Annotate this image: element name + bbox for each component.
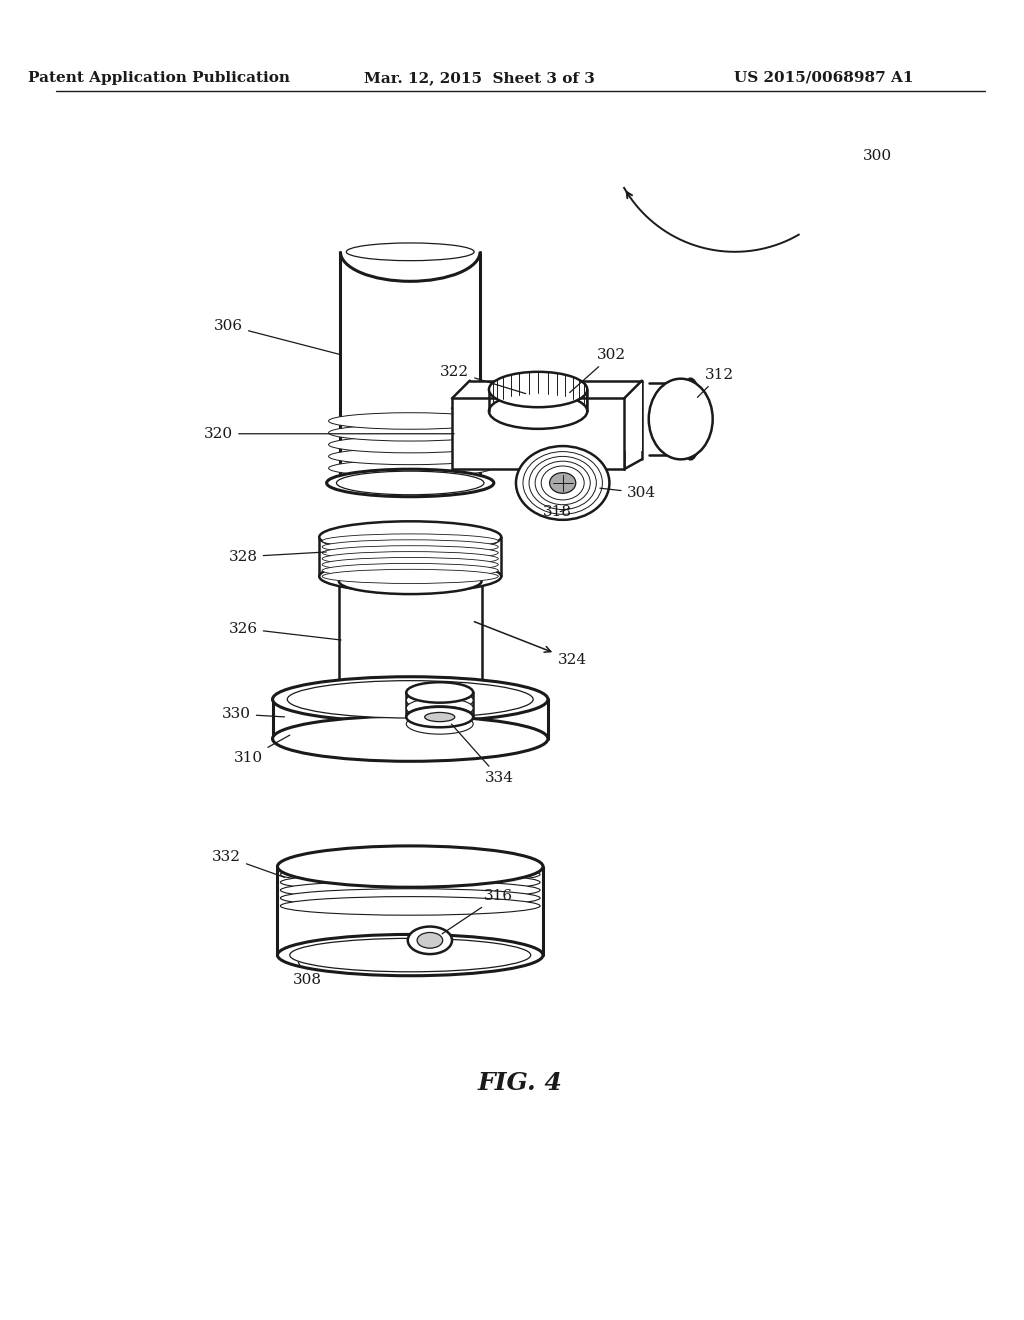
Ellipse shape — [408, 927, 452, 954]
Ellipse shape — [542, 466, 584, 500]
Ellipse shape — [523, 451, 602, 515]
Ellipse shape — [516, 446, 609, 520]
Text: Patent Application Publication: Patent Application Publication — [29, 71, 291, 84]
Ellipse shape — [649, 379, 713, 459]
Ellipse shape — [327, 469, 494, 496]
Text: 302: 302 — [569, 348, 627, 392]
Text: 312: 312 — [697, 368, 734, 397]
Ellipse shape — [281, 880, 540, 899]
Text: 306: 306 — [214, 318, 340, 354]
Ellipse shape — [323, 540, 499, 554]
Ellipse shape — [529, 457, 596, 510]
Ellipse shape — [323, 569, 499, 583]
Ellipse shape — [536, 461, 590, 504]
Ellipse shape — [407, 706, 473, 727]
Text: 326: 326 — [228, 622, 341, 640]
Ellipse shape — [329, 459, 492, 477]
Ellipse shape — [278, 846, 543, 887]
Text: 320: 320 — [204, 426, 455, 441]
Ellipse shape — [281, 888, 540, 907]
Text: 334: 334 — [452, 725, 514, 785]
Text: FIG. 4: FIG. 4 — [478, 1071, 563, 1096]
Text: 308: 308 — [293, 962, 322, 986]
Ellipse shape — [329, 425, 492, 441]
Ellipse shape — [339, 686, 481, 711]
Bar — [452, 399, 625, 469]
Ellipse shape — [339, 569, 481, 594]
Text: US 2015/0068987 A1: US 2015/0068987 A1 — [733, 71, 913, 84]
Ellipse shape — [323, 545, 499, 560]
Text: Mar. 12, 2015  Sheet 3 of 3: Mar. 12, 2015 Sheet 3 of 3 — [364, 71, 595, 84]
Text: 328: 328 — [228, 549, 327, 564]
Ellipse shape — [417, 932, 442, 948]
Text: 322: 322 — [440, 364, 525, 393]
Ellipse shape — [346, 243, 474, 260]
Ellipse shape — [407, 690, 473, 710]
Ellipse shape — [281, 873, 540, 891]
Text: 316: 316 — [442, 890, 513, 933]
Ellipse shape — [407, 714, 473, 734]
Ellipse shape — [337, 471, 484, 495]
Ellipse shape — [407, 706, 473, 726]
Ellipse shape — [679, 379, 701, 459]
Ellipse shape — [323, 552, 499, 566]
Ellipse shape — [319, 561, 501, 593]
Text: 318: 318 — [543, 506, 572, 520]
Ellipse shape — [329, 413, 492, 429]
Text: 300: 300 — [862, 149, 892, 164]
Ellipse shape — [550, 473, 575, 494]
Ellipse shape — [288, 681, 534, 718]
Bar — [470, 380, 642, 451]
Ellipse shape — [329, 437, 492, 453]
Ellipse shape — [329, 447, 492, 465]
Ellipse shape — [281, 865, 540, 883]
Ellipse shape — [319, 521, 501, 553]
Ellipse shape — [407, 682, 473, 702]
Text: 304: 304 — [600, 486, 655, 500]
Text: 324: 324 — [474, 622, 587, 667]
Ellipse shape — [272, 677, 548, 722]
Ellipse shape — [407, 682, 473, 702]
Ellipse shape — [281, 896, 540, 915]
Ellipse shape — [407, 698, 473, 718]
Ellipse shape — [281, 857, 540, 876]
Text: 330: 330 — [222, 708, 285, 721]
Ellipse shape — [290, 939, 530, 972]
Text: 310: 310 — [233, 735, 290, 766]
Ellipse shape — [323, 564, 499, 578]
Ellipse shape — [323, 557, 499, 572]
Ellipse shape — [323, 533, 499, 548]
Ellipse shape — [425, 713, 455, 722]
Ellipse shape — [488, 393, 588, 429]
Ellipse shape — [272, 715, 548, 762]
Ellipse shape — [488, 372, 588, 407]
Text: 332: 332 — [212, 850, 285, 878]
Ellipse shape — [278, 935, 543, 975]
